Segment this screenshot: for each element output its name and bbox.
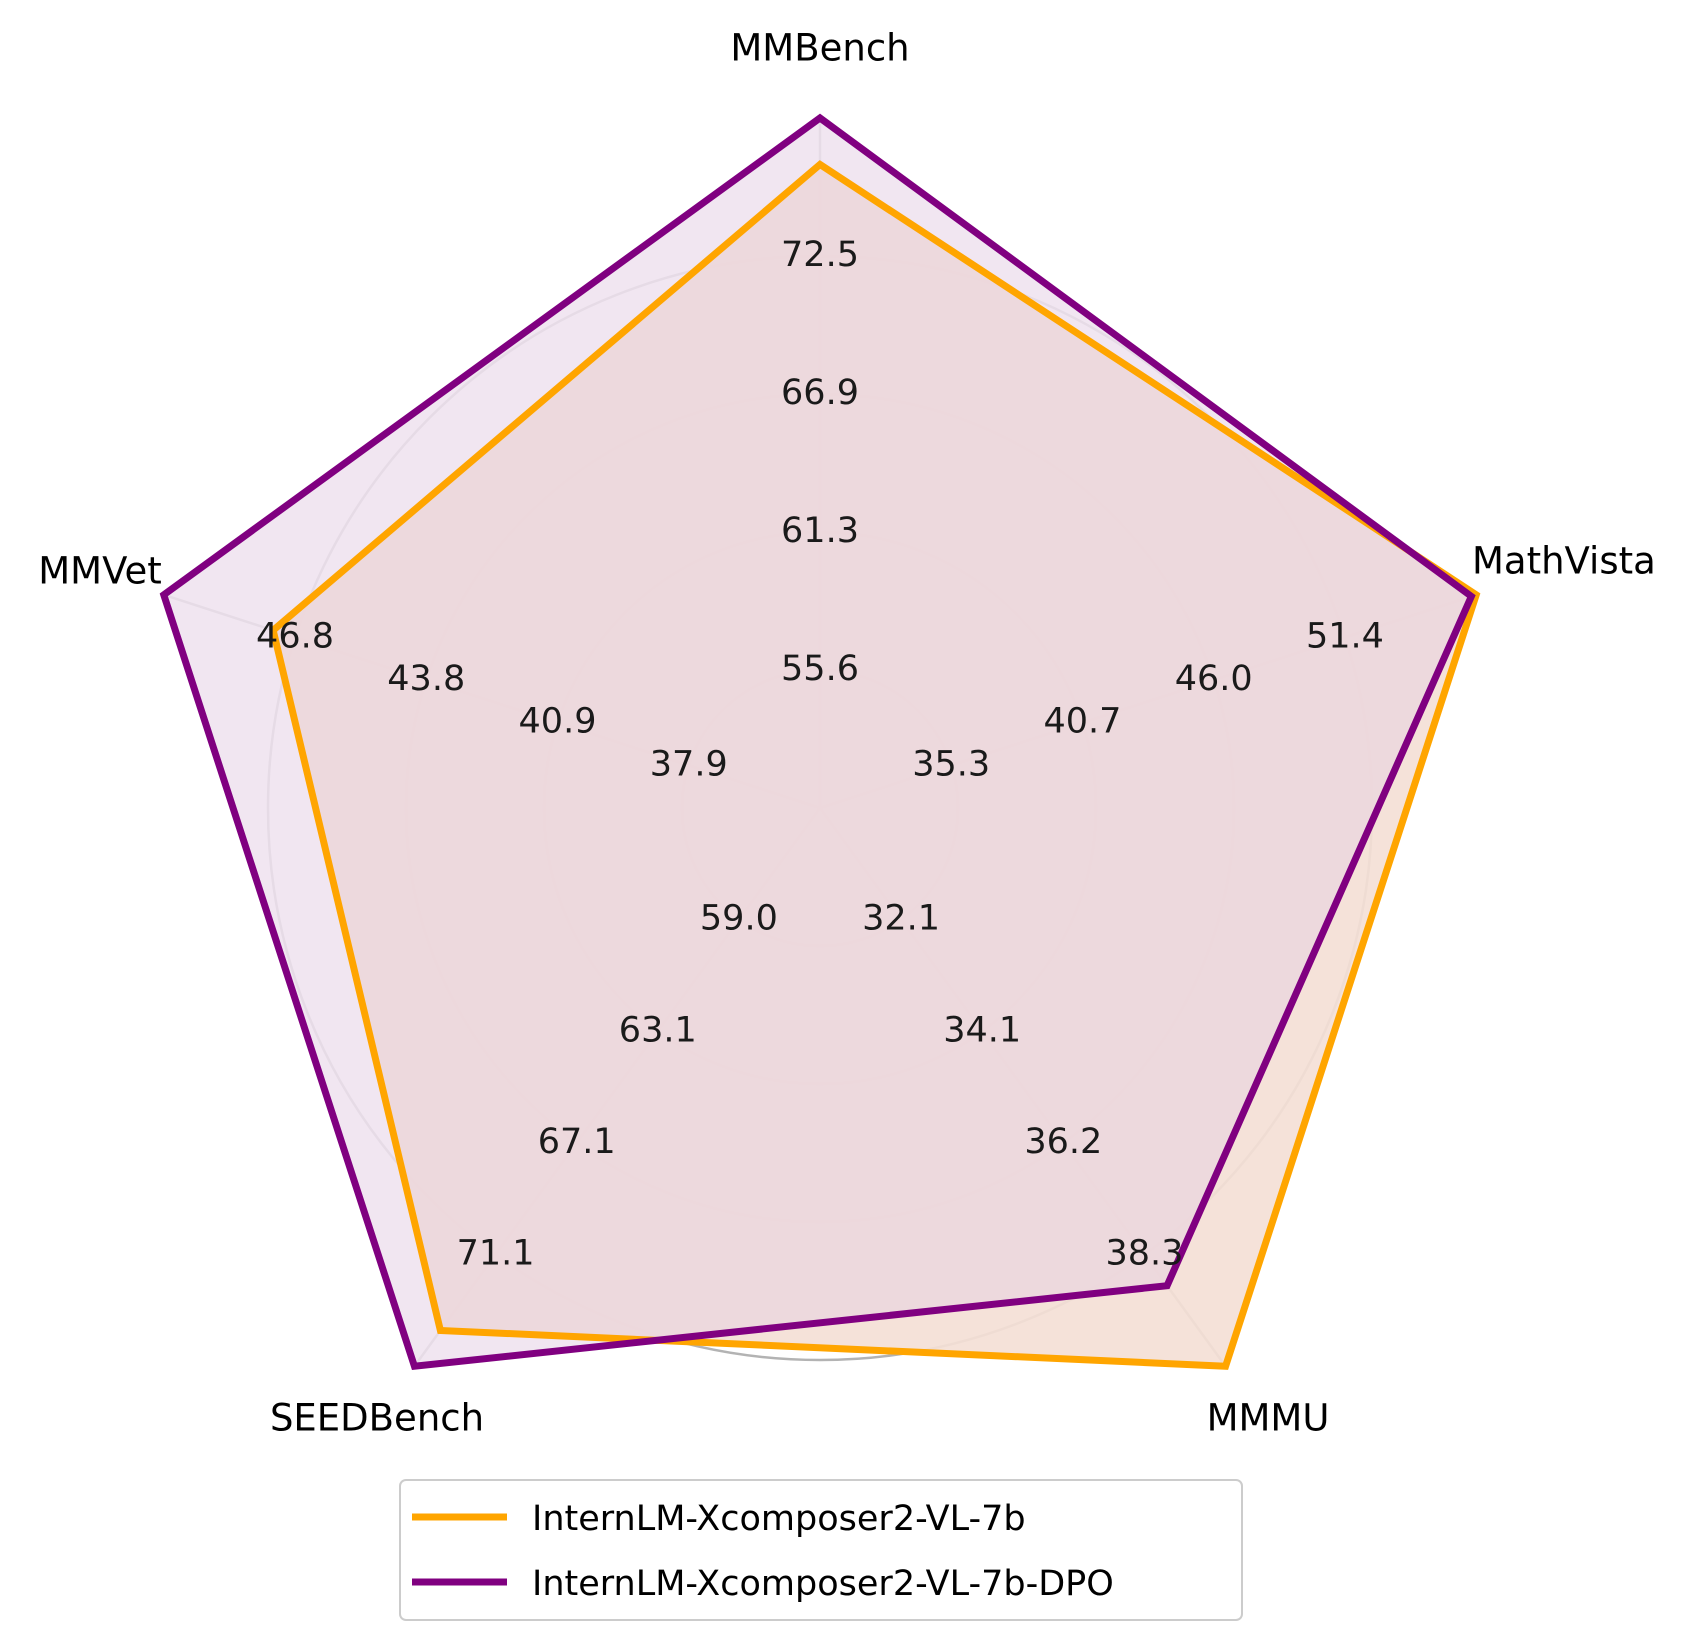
series-fills (163, 118, 1477, 1367)
axis-label-seedbench: SEEDBench (270, 1397, 484, 1440)
tick-labels: 55.6 61.3 66.9 72.5 35.3 40.7 46.0 51.4 32.1 34.1… (256, 235, 1384, 1274)
tick-label-mathvista-4: 51.4 (1306, 616, 1384, 656)
tick-label-mmmu-4: 38.3 (1105, 1234, 1183, 1274)
tick-label-seedbench-2: 63.1 (619, 1010, 697, 1050)
axis-labels: MMBench MathVista MMMU SEEDBench MMVet (38, 27, 1656, 1440)
tick-label-mmbench-2: 61.3 (781, 511, 859, 551)
series-1-overlap (273, 164, 1477, 1367)
tick-label-seedbench-1: 59.0 (700, 899, 778, 939)
axis-label-mmmu: MMMU (1207, 1397, 1330, 1440)
tick-label-mmbench-3: 66.9 (781, 373, 859, 413)
tick-label-mathvista-3: 46.0 (1175, 659, 1253, 699)
tick-label-mmbench-1: 55.6 (781, 649, 859, 689)
legend-label-series-2: InternLM-Xcomposer2-VL-7b-DPO (532, 1564, 1114, 1604)
series-lines (159, 113, 1481, 1371)
tick-label-mmmu-2: 34.1 (943, 1010, 1021, 1050)
tick-label-mmmu-1: 32.1 (862, 899, 940, 939)
tick-label-mmvet-1: 37.9 (650, 744, 728, 784)
legend-label-series-1: InternLM-Xcomposer2-VL-7b (532, 1499, 1026, 1539)
axis-label-mmvet: MMVet (38, 550, 162, 593)
tick-label-mmvet-3: 43.8 (387, 659, 465, 699)
legend-box (399, 1479, 1243, 1621)
series-2-line (159, 113, 1476, 1371)
axis-label-mmbench: MMBench (730, 27, 909, 70)
tick-label-mmvet-4: 46.8 (256, 616, 334, 656)
series-2-area (163, 118, 1472, 1367)
tick-label-mmvet-2: 40.9 (519, 702, 597, 742)
tick-label-seedbench-3: 67.1 (538, 1122, 616, 1162)
tick-label-mmmu-3: 36.2 (1024, 1122, 1102, 1162)
legend: InternLM-Xcomposer2-VL-7b InternLM-Xcomp… (399, 1479, 1243, 1621)
tick-label-seedbench-4: 71.1 (457, 1234, 535, 1274)
tick-label-mathvista-1: 35.3 (912, 744, 990, 784)
tick-label-mathvista-2: 40.7 (1044, 702, 1122, 742)
axis-label-mathvista: MathVista (1472, 540, 1656, 583)
tick-label-mmbench-4: 72.5 (781, 235, 859, 275)
